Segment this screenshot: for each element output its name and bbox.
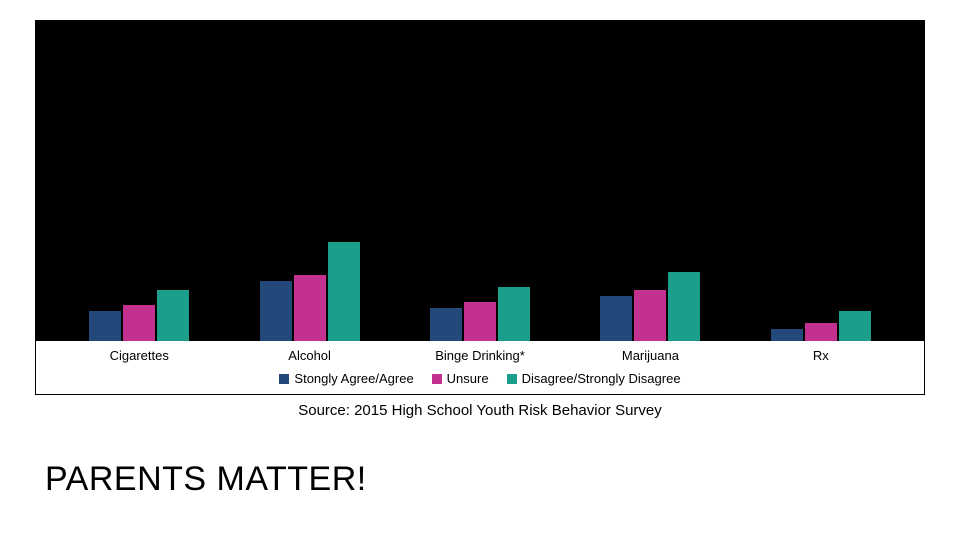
source-text: Source: 2015 High School Youth Risk Beha… <box>0 402 960 419</box>
category-group <box>54 21 224 341</box>
bar <box>294 275 326 341</box>
bar <box>328 242 360 341</box>
bar <box>260 281 292 341</box>
chart-category-labels: CigarettesAlcoholBinge Drinking*Marijuan… <box>36 341 924 365</box>
legend-label: Stongly Agree/Agree <box>294 371 413 386</box>
bar <box>839 311 871 341</box>
legend-item: Stongly Agree/Agree <box>279 371 413 386</box>
category-group <box>565 21 735 341</box>
category-group <box>395 21 565 341</box>
chart-frame: CigarettesAlcoholBinge Drinking*Marijuan… <box>35 20 925 395</box>
bar <box>668 272 700 341</box>
bar <box>600 296 632 341</box>
bar <box>805 323 837 341</box>
bar <box>430 308 462 341</box>
category-label: Cigarettes <box>54 345 224 365</box>
legend-label: Unsure <box>447 371 489 386</box>
legend-swatch <box>507 374 517 384</box>
legend-swatch <box>432 374 442 384</box>
bar <box>498 287 530 341</box>
headline-text: PARENTS MATTER! <box>45 460 367 499</box>
bar <box>634 290 666 341</box>
category-group <box>736 21 906 341</box>
legend-label: Disagree/Strongly Disagree <box>522 371 681 386</box>
legend-swatch <box>279 374 289 384</box>
category-label: Alcohol <box>224 345 394 365</box>
slide-root: CigarettesAlcoholBinge Drinking*Marijuan… <box>0 0 960 540</box>
bar <box>464 302 496 341</box>
category-label: Binge Drinking* <box>395 345 565 365</box>
category-label: Rx <box>736 345 906 365</box>
chart-legend: Stongly Agree/Agree Unsure Disagree/Strong… <box>36 365 924 394</box>
category-group <box>224 21 394 341</box>
legend-item: Disagree/Strongly Disagree <box>507 371 681 386</box>
legend-item: Unsure <box>432 371 489 386</box>
chart-plot-area <box>36 21 924 341</box>
bar <box>89 311 121 341</box>
bar <box>157 290 189 341</box>
bar <box>771 329 803 341</box>
category-label: Marijuana <box>565 345 735 365</box>
bar <box>123 305 155 341</box>
